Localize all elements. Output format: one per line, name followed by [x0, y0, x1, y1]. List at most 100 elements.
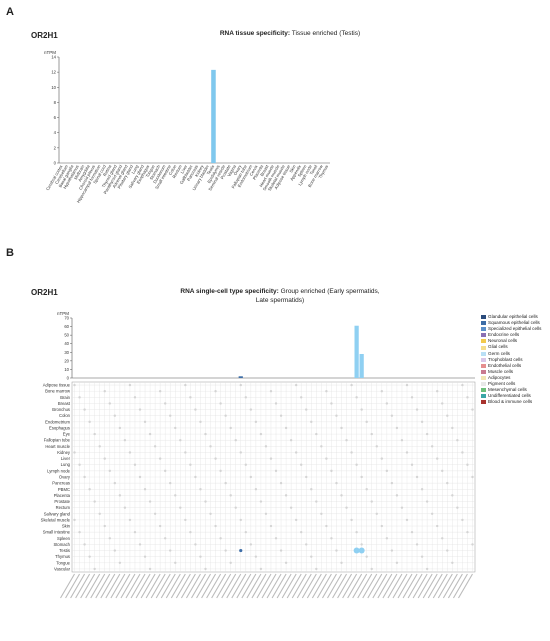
legend-swatch	[481, 315, 486, 320]
heatmap-highlight	[358, 547, 365, 554]
panel-b-title-bold: RNA single-cell type specificity:	[180, 288, 279, 295]
heatmap-dot	[113, 414, 117, 417]
heatmap-row-label: Eye	[63, 432, 71, 437]
heatmap-dot	[274, 402, 278, 405]
heatmap-col-label-mark	[261, 573, 277, 599]
heatmap-col-label-mark	[316, 573, 332, 599]
heatmap-dot	[194, 475, 197, 479]
heatmap-dot	[229, 561, 232, 565]
heatmap-dot	[360, 408, 363, 411]
panel-a-y-tick-label: 4	[54, 130, 57, 135]
heatmap-col-label-mark	[301, 573, 317, 599]
heatmap-dot	[239, 518, 242, 522]
heatmap-dot	[98, 512, 101, 515]
heatmap-dot	[118, 426, 122, 430]
heatmap-row-label: Kidney	[57, 450, 71, 455]
heatmap-row-label: Small intestine	[43, 530, 71, 535]
heatmap-dot	[289, 439, 293, 442]
heatmap-dot	[350, 383, 353, 387]
legend-label: Adipocytes	[488, 374, 511, 380]
legend-swatch	[481, 388, 486, 393]
heatmap-dot	[244, 463, 247, 466]
heatmap-dot	[148, 500, 152, 503]
heatmap-col-label-mark	[407, 573, 423, 599]
heatmap-row-label: Bone marrow	[45, 389, 71, 394]
heatmap-col-label-mark	[246, 573, 262, 599]
heatmap-col-label-mark	[362, 573, 378, 599]
heatmap-dot	[194, 543, 197, 546]
heatmap-dot	[103, 389, 106, 393]
heatmap-dot	[400, 506, 404, 509]
heatmap-dot	[380, 457, 384, 460]
panel-a-x-tick-label: Cervix	[248, 163, 259, 177]
legend-label: Endothelial cells	[488, 362, 522, 368]
heatmap-col-label-mark	[160, 573, 176, 599]
heatmap-col-label-mark	[377, 573, 393, 599]
heatmap-col-label-mark	[357, 573, 373, 599]
heatmap-dot	[385, 537, 389, 540]
panel-b-letter: B	[6, 247, 14, 259]
legend-swatch	[481, 327, 486, 332]
heatmap-dot	[143, 555, 147, 558]
heatmap-dot	[375, 512, 378, 515]
heatmap-col-label-mark	[201, 573, 217, 599]
heatmap-dot	[163, 469, 167, 473]
heatmap-col-label-mark	[332, 573, 348, 599]
heatmap-dot	[148, 567, 152, 571]
heatmap-col-label-mark	[382, 573, 398, 599]
heatmap-dot	[400, 439, 404, 442]
heatmap-dot	[204, 432, 207, 436]
heatmap-dot	[294, 383, 298, 387]
legend-item: Glandular epithelial cells	[481, 314, 541, 320]
heatmap-dot	[451, 426, 454, 430]
heatmap-dot	[133, 396, 137, 399]
panel-a-x-tick-label: Spleen	[297, 163, 308, 177]
heatmap-dot	[300, 463, 303, 466]
panel-a-x-tick-label: Liver	[179, 163, 188, 174]
heatmap-dot	[425, 567, 429, 571]
heatmap-dot	[88, 488, 91, 491]
heatmap-dot	[249, 475, 253, 479]
panel-b-gene: OR2H1	[31, 288, 58, 297]
panel-a-x-tick-label: Skin	[288, 163, 297, 173]
heatmap-dot	[88, 555, 91, 558]
heatmap-dot	[355, 396, 358, 399]
heatmap-dot	[259, 500, 263, 503]
heatmap-dot	[93, 567, 96, 571]
heatmap-col-label-mark	[226, 573, 242, 599]
heatmap-dot	[360, 475, 363, 479]
heatmap-row-label: Endometrium	[45, 419, 70, 424]
heatmap-dot	[446, 481, 449, 485]
heatmap-dot	[158, 389, 162, 393]
heatmap-dot	[415, 475, 419, 479]
heatmap-dot	[169, 549, 172, 552]
heatmap-dot	[335, 549, 338, 552]
heatmap-dot	[310, 488, 313, 491]
panel-a-x-tick-label: Ovary	[233, 163, 243, 176]
heatmap-col-label-mark	[251, 573, 267, 599]
panel-a-y-tick-label: 0	[54, 161, 57, 166]
panel-b-y-tick-label: 10	[64, 367, 69, 372]
panel-a-title-bold: RNA tissue specificity:	[219, 30, 291, 37]
heatmap-col-label-mark	[155, 573, 171, 599]
legend-swatch	[481, 357, 486, 362]
heatmap-row-label: Lung	[61, 462, 71, 467]
heatmap-dot	[420, 555, 424, 558]
legend-item: Specialized epithelial cells	[481, 326, 541, 332]
heatmap-dot	[93, 432, 96, 436]
heatmap-col-label-mark	[221, 573, 237, 599]
heatmap-dot	[436, 524, 439, 528]
heatmap-dot	[163, 537, 167, 540]
heatmap-col-label-mark	[231, 573, 247, 599]
heatmap-col-label-mark	[442, 573, 458, 599]
heatmap-dot	[254, 555, 258, 558]
heatmap-highlight	[239, 548, 243, 553]
heatmap-col-label-mark	[342, 573, 358, 599]
heatmap-dot	[123, 439, 127, 442]
heatmap-dot	[279, 481, 283, 485]
heatmap-col-label-mark	[120, 573, 136, 599]
heatmap-dot	[375, 445, 378, 448]
legend-label: Endocrine cells	[488, 332, 520, 338]
heatmap-col-label-mark	[417, 573, 433, 599]
heatmap-dot	[420, 488, 424, 491]
